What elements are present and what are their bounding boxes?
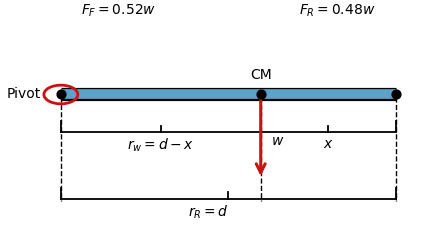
Text: $r_R = d$: $r_R = d$ [187, 203, 228, 221]
Text: $r_w = d - x$: $r_w = d - x$ [127, 137, 194, 154]
Text: $F_R = 0.48w$: $F_R = 0.48w$ [299, 3, 375, 19]
Point [58, 93, 64, 96]
Point [391, 93, 398, 96]
Text: $F_F = 0.52w$: $F_F = 0.52w$ [81, 3, 156, 19]
Text: Pivot: Pivot [6, 87, 40, 102]
Text: $w$: $w$ [270, 134, 283, 148]
Text: CM: CM [249, 68, 271, 82]
Text: $x$: $x$ [322, 137, 333, 151]
Point [257, 93, 264, 96]
